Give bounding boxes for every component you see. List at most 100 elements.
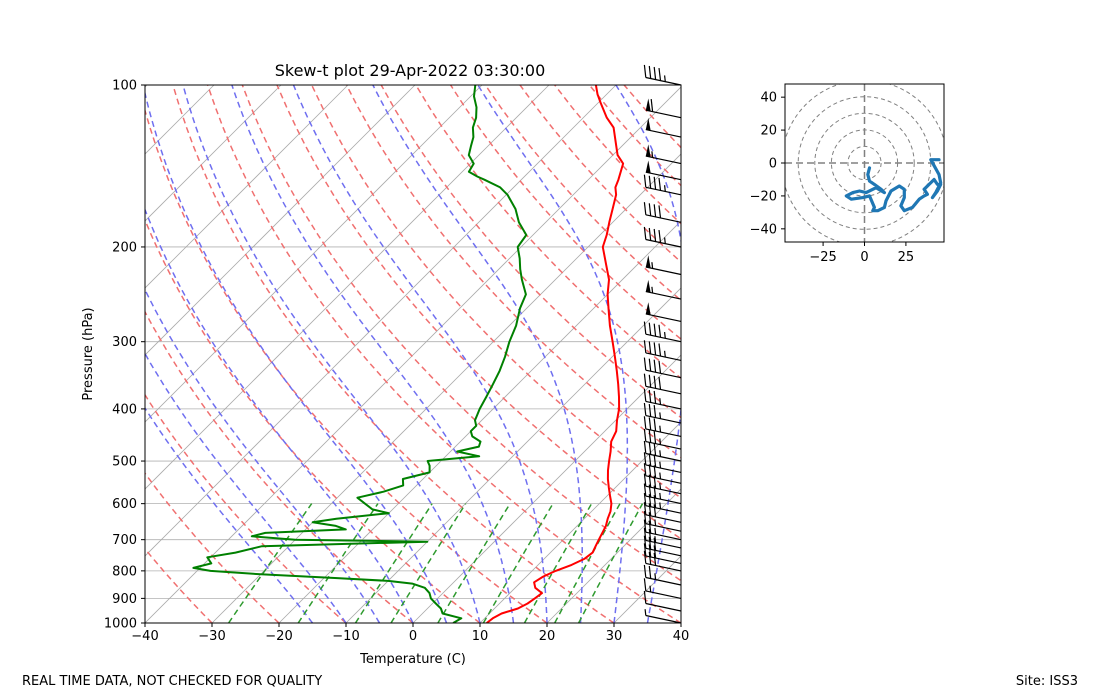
wind-barb bbox=[645, 98, 682, 119]
barb-full bbox=[653, 405, 657, 418]
barb-staff bbox=[645, 129, 682, 138]
barb-full bbox=[648, 65, 652, 79]
wind-barb bbox=[643, 402, 682, 424]
barb-staff bbox=[645, 485, 682, 495]
barb-full bbox=[643, 483, 647, 497]
barb-half bbox=[654, 536, 657, 543]
barb-full bbox=[643, 402, 647, 416]
barb-full bbox=[643, 535, 647, 549]
barb-half bbox=[644, 609, 647, 616]
wind-barb bbox=[643, 527, 682, 549]
mixing-ratio-line bbox=[354, 503, 433, 623]
barb-full bbox=[643, 463, 647, 476]
barb-full bbox=[658, 376, 662, 390]
barb-staff bbox=[645, 333, 682, 343]
dry-adiabat bbox=[415, 85, 681, 380]
wind-barb bbox=[643, 174, 682, 196]
wind-barb bbox=[643, 463, 682, 484]
barb-staff bbox=[645, 531, 682, 541]
wind-barb bbox=[645, 302, 682, 322]
x-tick-label: 10 bbox=[472, 629, 489, 644]
barb-full bbox=[643, 527, 647, 541]
barb-half bbox=[651, 262, 654, 269]
barb-full bbox=[648, 417, 652, 431]
mixing-ratio-line bbox=[482, 503, 554, 623]
dry-adiabat bbox=[145, 218, 481, 623]
barb-full bbox=[653, 342, 657, 356]
barb-full bbox=[658, 360, 662, 374]
barb-full bbox=[643, 564, 647, 578]
barb-full bbox=[658, 68, 662, 81]
wind-barb bbox=[643, 519, 682, 541]
barb-half bbox=[654, 573, 657, 580]
barb-full bbox=[653, 545, 657, 559]
barb-full bbox=[653, 228, 657, 242]
dry-adiabat bbox=[145, 310, 414, 623]
dry-adiabat bbox=[206, 85, 681, 623]
wind-barb bbox=[643, 388, 682, 410]
hodograph-y-tick-label: −20 bbox=[750, 189, 777, 204]
y-tick-label: 400 bbox=[112, 402, 137, 417]
wind-barb bbox=[645, 160, 682, 181]
wind-barb bbox=[643, 590, 682, 612]
y-axis-title: Pressure (hPa) bbox=[81, 307, 96, 400]
barb-full bbox=[650, 99, 654, 112]
barb-full bbox=[643, 543, 647, 556]
barb-staff bbox=[645, 155, 682, 165]
y-tick-label: 300 bbox=[112, 335, 137, 350]
barb-flag bbox=[645, 255, 651, 269]
barb-full bbox=[653, 504, 657, 517]
barb-full bbox=[648, 520, 652, 534]
barb-full bbox=[643, 373, 647, 387]
barb-flag bbox=[645, 302, 651, 315]
barb-staff bbox=[645, 109, 682, 119]
isotherm-line bbox=[145, 85, 550, 490]
moist-adiabat bbox=[615, 85, 681, 623]
dry-adiabat bbox=[172, 85, 615, 623]
moist-adiabat bbox=[145, 288, 381, 623]
barb-staff bbox=[645, 76, 682, 86]
barb-staff bbox=[645, 214, 682, 223]
barb-staff bbox=[645, 238, 682, 248]
y-axis: 1000 900 800 700 600 500 400 300 200 100 bbox=[104, 79, 145, 632]
y-tick-label: 900 bbox=[112, 592, 137, 607]
moist-adiabat bbox=[145, 207, 414, 623]
x-axis: −40 −30 −20 −10 0 10 20 30 40 bbox=[131, 623, 689, 644]
hodograph-trace bbox=[844, 158, 943, 213]
barb-full bbox=[653, 375, 657, 389]
barb-half bbox=[659, 438, 662, 445]
wind-barb bbox=[645, 279, 682, 300]
wind-barb bbox=[643, 340, 682, 361]
isotherm-line bbox=[412, 354, 681, 623]
dry-adiabat bbox=[145, 108, 548, 623]
isotherm-line bbox=[546, 488, 681, 623]
hodograph-x-tick-label: 25 bbox=[898, 250, 915, 265]
dry-adiabat bbox=[145, 471, 280, 623]
reference-lines bbox=[145, 85, 681, 623]
barb-half bbox=[654, 527, 657, 535]
barb-half bbox=[659, 412, 662, 419]
x-tick-label: 0 bbox=[409, 629, 417, 644]
barb-full bbox=[643, 590, 647, 604]
barb-full bbox=[658, 177, 662, 191]
barb-full bbox=[643, 550, 647, 564]
barb-half bbox=[659, 398, 662, 405]
barb-half bbox=[664, 185, 666, 192]
barb-staff bbox=[645, 555, 682, 564]
barb-half bbox=[659, 425, 662, 433]
isotherm-line bbox=[145, 85, 282, 222]
hodograph-x-tick-label: 0 bbox=[860, 250, 868, 265]
wind-barb bbox=[643, 64, 682, 86]
barb-full bbox=[643, 416, 647, 429]
barb-staff bbox=[645, 291, 682, 300]
wind-barbs bbox=[643, 64, 682, 624]
barb-full bbox=[653, 66, 657, 80]
barb-full bbox=[643, 357, 647, 371]
hodograph-y-tick-label: 20 bbox=[760, 124, 777, 139]
isotherm-line bbox=[145, 85, 483, 423]
barb-full bbox=[653, 495, 657, 508]
barb-full bbox=[653, 552, 657, 566]
wind-barb bbox=[643, 440, 682, 462]
x-tick-label: −40 bbox=[131, 629, 158, 644]
barb-staff bbox=[645, 369, 682, 379]
